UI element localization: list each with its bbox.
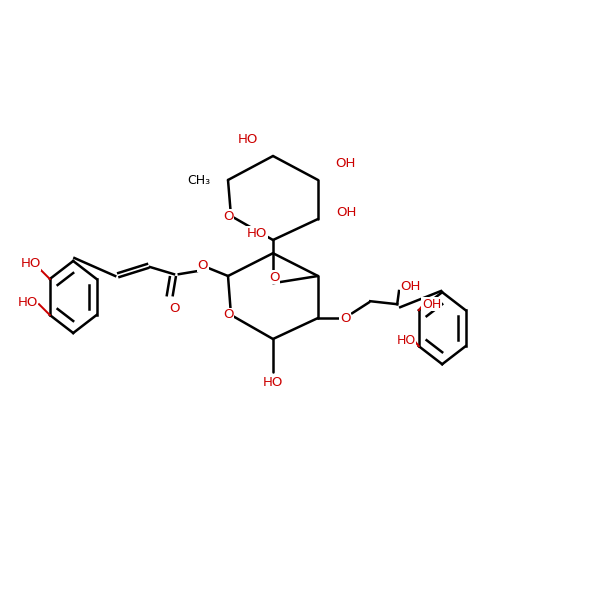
- Text: O: O: [269, 271, 280, 284]
- Text: HO: HO: [17, 296, 38, 310]
- Text: HO: HO: [247, 227, 267, 240]
- Text: OH: OH: [335, 157, 355, 170]
- Text: OH: OH: [400, 280, 421, 293]
- Text: O: O: [340, 311, 350, 325]
- Text: HO: HO: [20, 257, 41, 271]
- Text: OH: OH: [336, 206, 356, 220]
- Text: HO: HO: [263, 376, 283, 389]
- Text: CH₃: CH₃: [187, 173, 210, 187]
- Text: O: O: [223, 209, 233, 223]
- Text: HO: HO: [397, 334, 416, 347]
- Text: O: O: [169, 302, 180, 316]
- Text: OH: OH: [422, 298, 441, 311]
- Text: HO: HO: [238, 133, 258, 146]
- Text: O: O: [197, 259, 208, 272]
- Text: O: O: [223, 308, 233, 322]
